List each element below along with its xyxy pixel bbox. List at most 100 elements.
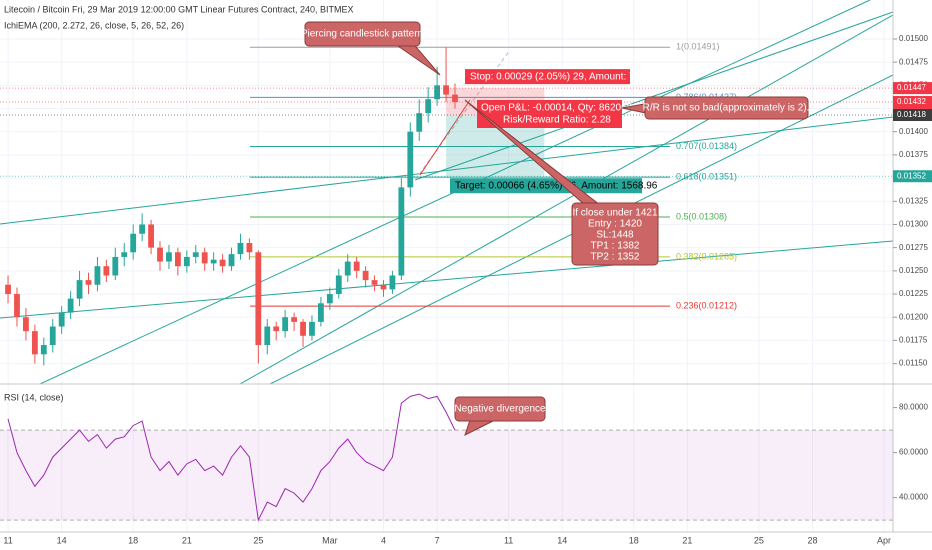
y-tick-label: 80.0000: [899, 403, 928, 412]
candle-body: [5, 284, 11, 295]
stop-label: Stop: 0.00029 (2.05%) 29, Amount: 750: [470, 71, 646, 82]
x-tick-label: 28: [808, 535, 818, 545]
callout-text: SL:1448: [596, 230, 634, 241]
candle-body: [371, 280, 378, 285]
callout-box: [454, 396, 546, 422]
y-tick-label: 0.01200: [899, 312, 928, 321]
price-tag-label: 0.01447: [897, 83, 926, 92]
x-tick-label: 14: [557, 535, 567, 545]
candle-body: [192, 252, 199, 257]
y-tick-label: 0.01400: [899, 127, 928, 136]
fib-label: 0.707(0.01384): [676, 141, 737, 151]
callout-text: TP1 : 1382: [591, 241, 640, 252]
target-label-box: [450, 178, 642, 194]
candle-body: [103, 266, 110, 276]
y-tick-label: 60.0000: [899, 448, 928, 457]
x-tick-label: 18: [128, 535, 138, 545]
price-tag: [893, 96, 932, 109]
axes: 11 14 18 21 25 Mar 4 7 11 14 18 21 25 28 Apr 0.01150 0.0…: [3, 34, 932, 545]
trend-line: [414, 11, 894, 181]
candle-body: [425, 99, 432, 114]
candle-body: [353, 261, 360, 271]
candle-body: [139, 224, 146, 234]
y-tick-label: 0.01325: [899, 196, 928, 205]
candle-body: [58, 312, 65, 327]
y-tick-label: 0.01225: [899, 289, 928, 298]
rsi-band: [0, 430, 893, 521]
candle-body: [76, 280, 83, 299]
candle-body: [300, 321, 306, 336]
callout-text: TP2 : 1352: [591, 252, 640, 263]
x-tick-label: 21: [682, 535, 692, 545]
x-tick-label: 11: [3, 535, 12, 545]
candle-body: [201, 252, 208, 264]
candle-body: [85, 280, 92, 285]
candle-body: [309, 321, 315, 336]
x-tick-label: 25: [253, 535, 263, 545]
indicator-label: IchiEMA (200, 2.272, 26, close, 5, 26, 5…: [4, 20, 184, 30]
candle-body: [389, 275, 396, 290]
callout-box: [304, 21, 421, 47]
candle-body: [49, 326, 56, 346]
fib-label: 0.618(0.01351): [676, 172, 737, 182]
candle-body: [344, 261, 351, 276]
x-tick-label: 25: [754, 535, 764, 545]
y-tick-label: 0.01250: [899, 266, 928, 275]
x-tick-label: Apr: [877, 535, 891, 545]
candle-body: [40, 345, 47, 355]
candle-body: [157, 247, 163, 262]
fib-label: 0.236(0.01212): [676, 300, 737, 310]
y-tick-label: 0.01150: [899, 359, 928, 368]
callout-text: Piercing candlestick pattern: [301, 29, 423, 40]
chart-title: Litecoin / Bitcoin Fri, 29 Mar 2019 12:0…: [4, 4, 354, 14]
price-tag: [893, 170, 932, 183]
rsi-pane: [0, 393, 893, 522]
price-tag-label: 0.01432: [897, 97, 926, 106]
rsi-label: RSI (14, close): [4, 392, 64, 402]
candle-body: [407, 131, 414, 188]
callout-text: Negative divergence: [454, 404, 546, 415]
y-tick-label: 0.01300: [899, 220, 928, 229]
candle-body: [210, 259, 217, 264]
candle-body: [94, 266, 101, 285]
price-tag-label: 0.01352: [897, 171, 926, 180]
candle-body: [380, 284, 387, 290]
fib-label: 0.5(0.01308): [676, 211, 727, 221]
trend-line: [0, 240, 894, 319]
x-tick-label: Mar: [322, 535, 338, 545]
x-tick-label: 18: [629, 535, 639, 545]
candle-body: [130, 233, 137, 253]
y-tick-label: 0.01275: [899, 243, 928, 252]
candle-body: [237, 243, 244, 255]
candle-body: [14, 294, 20, 318]
y-tick-label: 0.01375: [899, 150, 928, 159]
y-tick-label: 0.01475: [899, 57, 928, 66]
fib-label: 0.382(0.01265): [676, 251, 737, 261]
candle-body: [23, 317, 29, 332]
trend-line: [0, 116, 894, 225]
callout-text: Entry : 1420: [588, 219, 642, 230]
candle-body: [183, 256, 190, 267]
y-tick-label: 40.0000: [899, 493, 928, 502]
y-tick-label: 0.01500: [899, 34, 928, 43]
candle-body: [121, 252, 128, 257]
candle-body: [31, 331, 38, 355]
callout-text: If close under 1421: [572, 208, 657, 219]
candle-body: [291, 317, 297, 322]
candle-body: [416, 113, 423, 132]
candle-body: [362, 270, 369, 281]
candle-body: [273, 326, 280, 332]
x-tick-label: 21: [182, 535, 192, 545]
candle-body: [174, 252, 181, 267]
stop-label-box: [465, 69, 630, 85]
fib-label: 1(0.01491): [676, 42, 720, 52]
target-label: Target: 0.00066 (4.65%) 66, Amount: 1568…: [455, 180, 658, 191]
candle-body: [398, 187, 405, 276]
candle-body: [434, 85, 441, 100]
candle-body: [282, 317, 289, 332]
rr-label: Risk/Reward Ratio: 2.28: [503, 115, 611, 126]
callout-box: [571, 202, 659, 266]
price-tag-label: 0.01418: [897, 110, 926, 119]
